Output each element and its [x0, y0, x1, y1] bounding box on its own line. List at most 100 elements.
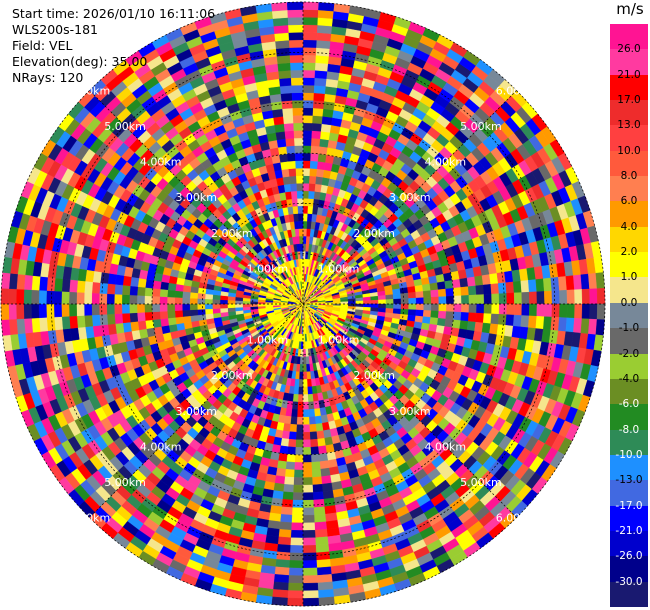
range-gate-cell: [46, 316, 56, 332]
range-gate-cell: [294, 462, 304, 471]
range-gate-cell: [290, 183, 298, 192]
range-gate-cell: [321, 482, 333, 492]
range-gate-cell: [312, 107, 324, 117]
range-gate-cell: [437, 310, 447, 320]
range-gate-cell: [317, 9, 334, 19]
range-gate-cell: [340, 301, 349, 305]
range-gate-cell: [311, 122, 323, 132]
range-gate-cell: [151, 295, 160, 305]
range-gate-cell: [536, 303, 545, 317]
range-gate-cell: [314, 77, 327, 87]
range-gate-cell: [318, 452, 329, 462]
range-gate-cell: [437, 281, 446, 291]
range-gate-cell: [310, 145, 320, 155]
range-gate-cell: [279, 77, 292, 87]
range-gate-cell: [309, 438, 319, 448]
range-gate-cell: [315, 54, 330, 64]
range-ring-label: 2.00km: [211, 369, 253, 382]
range-gate-cell: [302, 152, 312, 161]
range-gate-cell: [392, 288, 401, 295]
range-gate-cell: [307, 386, 313, 395]
range-gate-cell: [302, 469, 313, 478]
range-gate-cell: [408, 297, 417, 305]
range-gate-cell: [287, 160, 297, 170]
range-gate-cell: [574, 289, 583, 305]
range-gate-cell: [528, 315, 537, 329]
range-gate-cell: [273, 574, 289, 584]
range-gate-cell: [385, 303, 394, 309]
range-gate-cell: [23, 318, 33, 334]
range-gate-cell: [521, 291, 530, 305]
range-gate-cell: [302, 130, 313, 139]
range-gate-cell: [589, 288, 598, 305]
range-gate-cell: [84, 280, 93, 294]
range-gate-cell: [312, 483, 323, 493]
range-gate-cell: [69, 279, 78, 293]
range-gate-cell: [317, 445, 327, 455]
range-gate-cell: [278, 70, 292, 79]
range-gate-cell: [452, 287, 462, 297]
range-gate-cell: [302, 1, 320, 11]
range-gate-cell: [313, 85, 327, 94]
range-gate-cell: [290, 77, 304, 86]
range-gate-cell: [298, 213, 304, 222]
range-ring-label: 5.00km: [460, 120, 502, 133]
range-gate-cell: [393, 298, 402, 305]
range-gate-cell: [319, 460, 330, 470]
range-gate-cell: [565, 275, 575, 291]
range-gate-cell: [302, 514, 315, 524]
range-gate-cell: [551, 303, 560, 318]
range-gate-cell: [313, 514, 327, 523]
range-gate-cell: [53, 316, 63, 331]
range-gate-cell: [446, 295, 455, 305]
range-gate-cell: [152, 318, 162, 328]
range-ring-label: 1.00km: [247, 334, 289, 347]
range-gate-cell: [302, 447, 312, 456]
range-gate-cell: [505, 281, 515, 294]
range-gate-cell: [290, 529, 304, 539]
range-gate-cell: [286, 152, 296, 162]
range-ring-label: 5.00km: [104, 120, 146, 133]
range-gate-cell: [145, 278, 155, 289]
range-gate-cell: [136, 295, 145, 305]
range-gate-cell: [544, 303, 553, 318]
range-gate-cell: [322, 429, 332, 439]
range-gate-cell: [314, 529, 328, 538]
range-gate-cell: [513, 314, 522, 328]
range-gate-cell: [190, 314, 199, 322]
range-gate-cell: [296, 409, 304, 418]
range-gate-cell: [302, 552, 317, 561]
range-gate-cell: [520, 315, 530, 328]
range-gate-cell: [595, 272, 605, 289]
range-gate-cell: [53, 303, 62, 318]
range-gate-cell: [275, 39, 290, 49]
range-gate-cell: [318, 2, 335, 12]
range-gate-cell: [311, 476, 323, 486]
range-gate-cell: [275, 551, 291, 561]
range-gate-cell: [91, 292, 100, 305]
range-gate-cell: [285, 461, 295, 471]
range-gate-cell: [430, 296, 440, 305]
range-gate-cell: [273, 482, 285, 492]
range-gate-cell: [293, 130, 304, 139]
range-gate-cell: [8, 303, 17, 320]
range-gate-cell: [550, 276, 560, 292]
range-gate-cell: [302, 77, 316, 86]
range-gate-cell: [506, 303, 515, 316]
range-gate-cell: [137, 320, 147, 331]
range-gate-cell: [284, 130, 295, 140]
range-gate-cell: [302, 590, 319, 599]
range-gate-cell: [290, 408, 298, 418]
range-gate-cell: [315, 544, 330, 554]
range-gate-cell: [152, 280, 162, 290]
range-gate-cell: [288, 24, 304, 33]
colorbar-tick-label: 6.0: [620, 195, 638, 208]
range-gate-cell: [466, 276, 476, 287]
range-gate-cell: [106, 303, 115, 315]
range-gate-cell: [287, 438, 297, 448]
range-gate-cell: [302, 462, 312, 471]
range-gate-cell: [320, 123, 332, 133]
range-gate-cell: [292, 99, 304, 109]
colorbar-tick-label: -1.0: [618, 322, 640, 335]
range-gate-cell: [317, 589, 334, 599]
